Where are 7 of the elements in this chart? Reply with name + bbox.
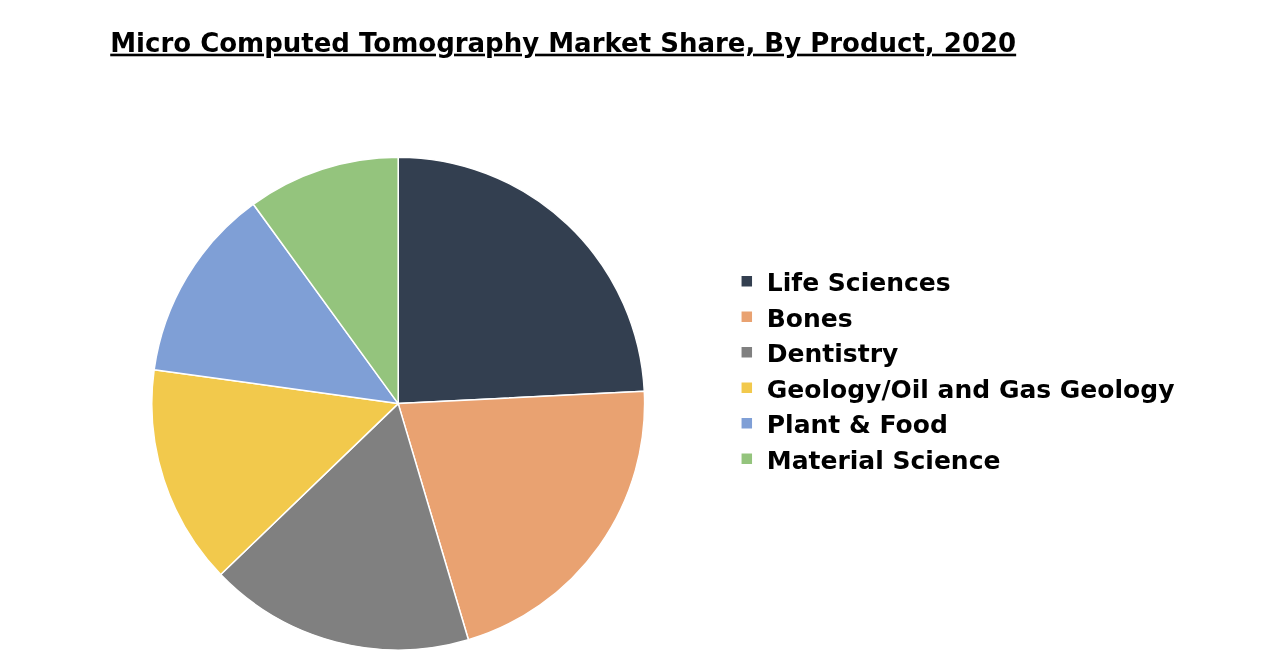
legend-label: Bones xyxy=(766,303,853,333)
legend-label: Dentistry xyxy=(766,339,899,368)
legend-label: Plant & Food xyxy=(766,410,948,439)
legend-label: Material Science xyxy=(766,445,1001,475)
legend-label: Life Sciences xyxy=(766,268,951,297)
chart-title: Micro Computed Tomography Market Share, By Product, 2020 xyxy=(110,27,1017,58)
legend-label: Geology/Oil and Gas Geology xyxy=(766,374,1175,404)
